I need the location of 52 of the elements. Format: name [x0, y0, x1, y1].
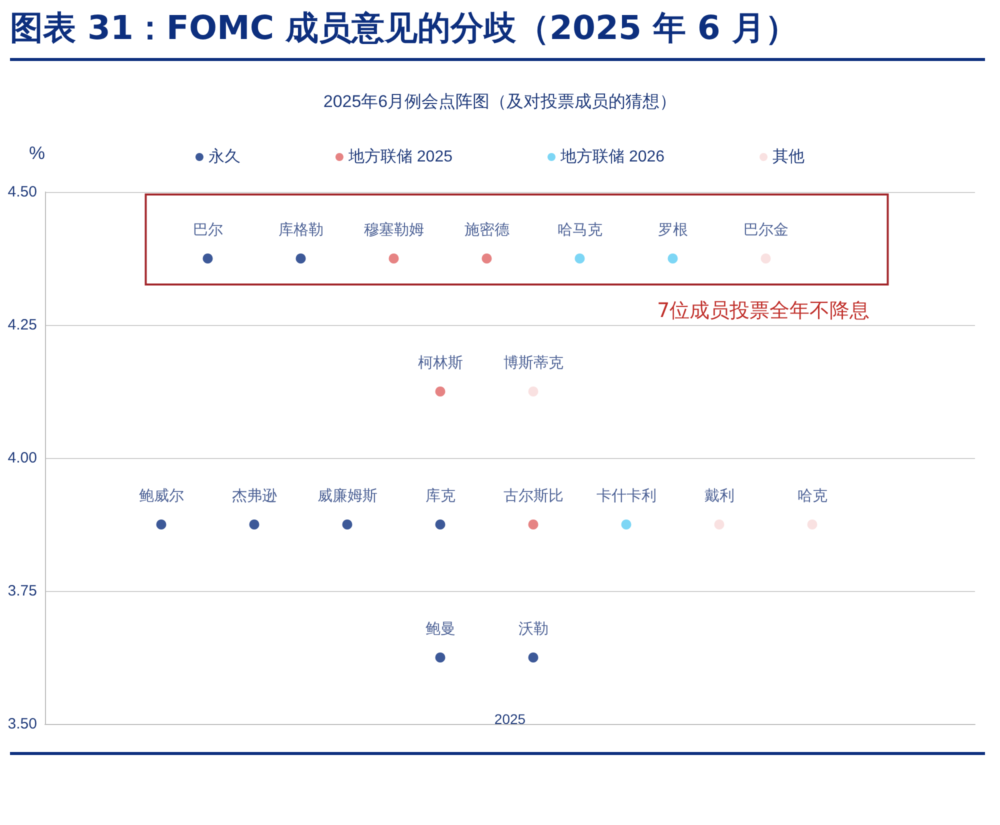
data-label: 库格勒	[278, 222, 324, 238]
point	[249, 520, 260, 530]
data-label: 戴利	[704, 488, 734, 504]
data-label: 沃勒	[518, 620, 548, 638]
y-tick-label: 4.25	[8, 316, 37, 334]
data-label: 罗根	[658, 222, 688, 238]
point	[714, 520, 724, 530]
point	[435, 652, 446, 662]
data-label: 库克	[425, 488, 456, 504]
point	[156, 520, 166, 530]
point	[574, 254, 585, 264]
y-tick-label: 4.50	[8, 184, 37, 200]
data-label: 鲍曼	[425, 620, 456, 638]
data-label: 巴尔金	[743, 222, 788, 238]
data-label: 博斯蒂克	[503, 354, 564, 372]
data-label: 卡什卡利	[596, 488, 656, 504]
x-axis-title: 2025	[494, 711, 526, 727]
data-label: 鲍威尔	[138, 488, 184, 504]
legend-label: 其他	[772, 148, 805, 166]
data-label: 古尔斯比	[503, 488, 564, 504]
data-label: 哈马克	[557, 222, 602, 238]
point	[202, 254, 213, 264]
data-label: 威廉姆斯	[317, 488, 378, 504]
data-label: 哈克	[797, 488, 828, 504]
point	[528, 652, 538, 662]
y-tick-label: 3.50	[8, 716, 37, 732]
chart-title: 图表 31：FOMC 成员意见的分歧（2025 年 6 月）	[10, 7, 798, 49]
point	[528, 386, 538, 396]
annotation: 7位成员投票全年不降息	[657, 296, 870, 324]
point	[760, 254, 771, 264]
data-label: 施密德	[464, 222, 510, 238]
point	[807, 520, 818, 530]
point	[668, 254, 678, 264]
point	[342, 520, 352, 530]
point	[482, 254, 492, 264]
data-label: 巴尔	[192, 222, 223, 238]
point	[621, 520, 632, 530]
legend-label: 地方联储 2026	[560, 148, 665, 166]
point	[528, 520, 538, 530]
data-label: 穆塞勒姆	[364, 222, 424, 238]
point	[435, 520, 446, 530]
y-tick-label: 3.75	[8, 582, 37, 600]
legend-label: 永久	[208, 148, 240, 166]
y-axis-title: %	[28, 143, 45, 163]
point	[388, 254, 399, 264]
chart-subtitle: 2025年6月例会点阵图（及对投票成员的猜想）	[323, 92, 677, 111]
legend-label: 地方联储 2025	[347, 148, 453, 166]
data-label: 杰弗逊	[232, 488, 277, 504]
point	[435, 386, 446, 396]
y-tick-label: 4.00	[8, 450, 37, 466]
data-label: 柯林斯	[418, 354, 463, 372]
point	[296, 254, 306, 264]
